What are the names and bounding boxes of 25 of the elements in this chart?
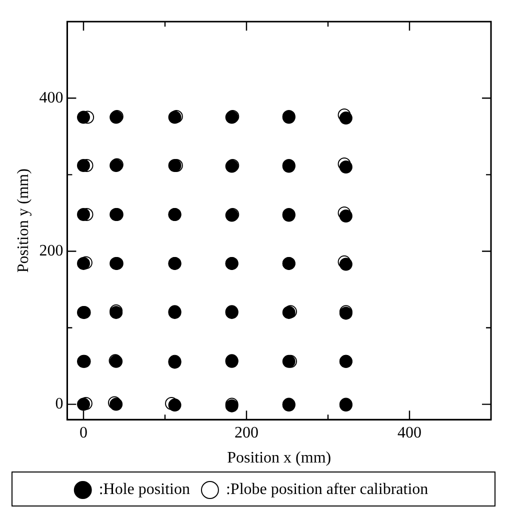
y-tick-label: 200 (39, 242, 64, 260)
point (77, 398, 90, 411)
y-tick-label: 0 (55, 395, 64, 412)
point (165, 397, 178, 410)
x-tick-label: 400 (398, 424, 422, 442)
point (77, 256, 90, 270)
legend-label: :Plobe position after calibration (226, 481, 428, 498)
point (338, 108, 351, 122)
legend-label: :Hole position (98, 481, 190, 498)
point (339, 112, 352, 125)
point (77, 110, 90, 124)
y-axis-title: Position y (mm) (14, 168, 32, 273)
x-tick-label: 200 (234, 424, 258, 442)
point (77, 158, 90, 172)
point (338, 255, 351, 268)
point (338, 157, 351, 170)
x-tick-label: 0 (80, 424, 88, 442)
y-tick-label: 400 (39, 89, 64, 106)
point (77, 208, 90, 221)
point (339, 210, 352, 223)
x-axis-title: Position x (mm) (227, 450, 332, 467)
point (339, 258, 352, 271)
point (339, 160, 352, 174)
point (168, 398, 182, 412)
point (338, 206, 351, 220)
